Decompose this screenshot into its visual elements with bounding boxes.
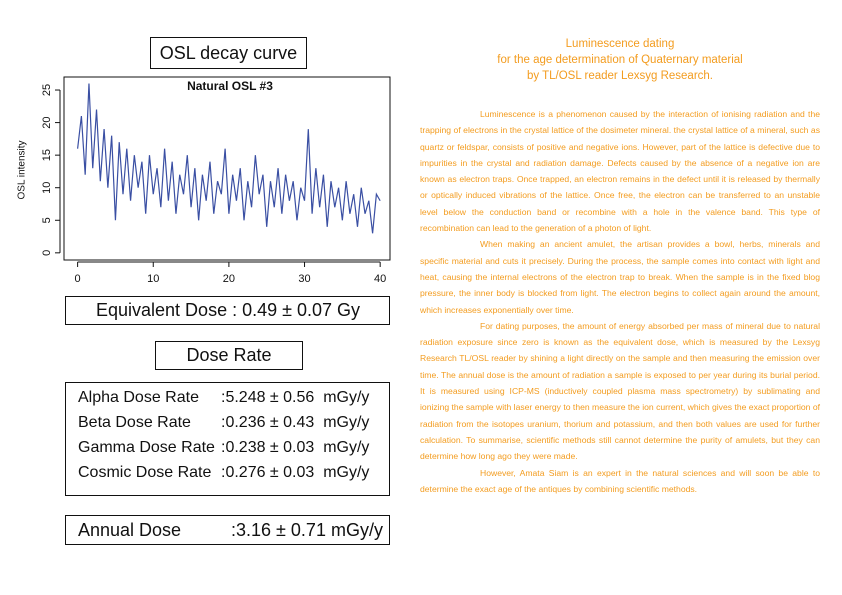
value: :0.276 ± 0.03 mGy/y bbox=[221, 464, 370, 481]
label: Annual Dose bbox=[78, 520, 182, 540]
y-tick-label: 20 bbox=[41, 116, 53, 128]
y-tick-label: 15 bbox=[41, 149, 53, 161]
heading-line: Luminescence dating bbox=[565, 38, 675, 50]
value: :5.248 ± 0.56 mGy/y bbox=[221, 389, 370, 406]
label: Gamma Dose Rate bbox=[78, 439, 215, 456]
equivalent-dose: Equivalent Dose : 0.49 ± 0.07 Gy bbox=[65, 296, 390, 325]
label: Equivalent Dose bbox=[96, 300, 228, 320]
paragraph: For dating purposes, the amount of energ… bbox=[420, 320, 820, 462]
y-tick-label: 0 bbox=[41, 250, 53, 256]
dose-rate-title: Dose Rate bbox=[155, 341, 303, 370]
annual-dose: Annual Dose :3.16 ± 0.71 mGy/y bbox=[65, 515, 390, 545]
x-tick-label: 40 bbox=[374, 273, 386, 285]
dose-rate-row: Cosmic Dose Rate :0.276 ± 0.03 mGy/y bbox=[78, 464, 369, 482]
spacer bbox=[420, 84, 820, 106]
value: : 0.49 ± 0.07 Gy bbox=[232, 300, 361, 320]
article: Luminescence dating for the age determina… bbox=[420, 36, 820, 497]
plot-frame bbox=[63, 76, 391, 261]
label: Beta Dose Rate bbox=[78, 414, 191, 431]
y-axis-label: OSL intensity bbox=[17, 140, 28, 199]
y-tick-label: 10 bbox=[41, 182, 53, 194]
osl-line bbox=[77, 83, 381, 234]
label: Cosmic Dose Rate bbox=[78, 464, 212, 481]
y-tick-label: 25 bbox=[41, 84, 53, 96]
panel-title: OSL decay curve bbox=[150, 37, 307, 69]
value: :0.238 ± 0.03 mGy/y bbox=[221, 439, 370, 456]
x-tick-label: 20 bbox=[223, 273, 235, 285]
heading-line: by TL/OSL reader Lexsyg Research. bbox=[526, 70, 713, 82]
paragraph: However, Amata Siam is an expert in the … bbox=[420, 467, 820, 494]
value: :0.236 ± 0.43 mGy/y bbox=[221, 414, 370, 431]
value: :3.16 ± 0.71 mGy/y bbox=[231, 520, 383, 540]
x-tick-label: 0 bbox=[75, 273, 81, 285]
x-tick-label: 30 bbox=[298, 273, 310, 285]
dose-rates: Alpha Dose Rate :5.248 ± 0.56 mGy/y Beta D… bbox=[65, 382, 390, 496]
label: Alpha Dose Rate bbox=[78, 389, 199, 406]
dose-rate-row: Beta Dose Rate :0.236 ± 0.43 mGy/y bbox=[78, 414, 369, 432]
heading-line: for the age determination of Quaternary … bbox=[497, 54, 743, 66]
chart-title: Natural OSL #3 bbox=[187, 79, 273, 93]
paragraph: Luminescence is a phenomenon caused by t… bbox=[420, 109, 820, 234]
paragraph: When making an ancient amulet, the artis… bbox=[420, 239, 820, 315]
dose-rate-row: Gamma Dose Rate :0.238 ± 0.03 mGy/y bbox=[78, 439, 369, 457]
x-tick-label: 10 bbox=[147, 273, 159, 285]
dose-rate-row: Alpha Dose Rate :5.248 ± 0.56 mGy/y bbox=[78, 389, 369, 407]
chart: Natural OSL #3 OSL intensity 0 10 20 30 40 0 5… bbox=[17, 76, 391, 285]
y-tick-label: 5 bbox=[41, 217, 53, 223]
